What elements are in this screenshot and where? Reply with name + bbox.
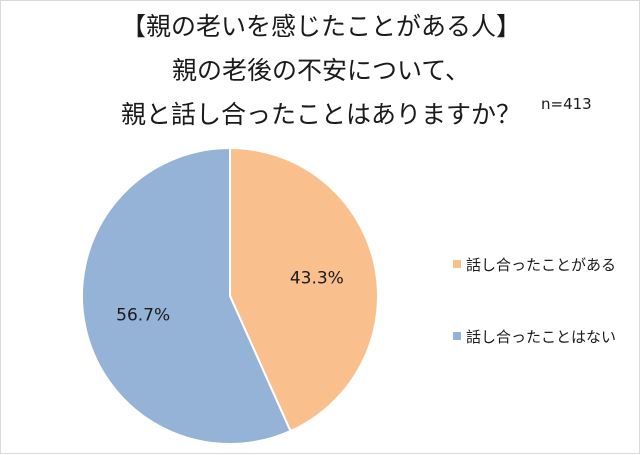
title-line-1: 【親の老いを感じたことがある人】 — [120, 12, 521, 41]
legend-label-discussed: 話し合ったことがある — [466, 255, 617, 274]
title-line-3: 親と話し合ったことはありますか？ — [120, 100, 521, 129]
legend-swatch-discussed — [453, 260, 461, 268]
legend-label-not-discussed: 話し合ったことはない — [466, 327, 617, 346]
sample-size-note: n=413 — [541, 95, 592, 113]
pie-slices: 43.3% 56.7% — [81, 146, 379, 445]
legend: 話し合ったことがある 話し合ったことはない — [453, 253, 616, 397]
title-line-2: 親の老後の不安について、 — [171, 56, 470, 85]
legend-item-not-discussed: 話し合ったことはない — [453, 325, 616, 347]
chart-title: 【親の老いを感じたことがある人】 親の老後の不安について、 親と話し合ったことは… — [1, 5, 640, 137]
slice-discussed — [229, 146, 379, 433]
slice-not-discussed — [81, 146, 292, 445]
legend-item-discussed: 話し合ったことがある — [453, 253, 616, 275]
data-label-discussed: 43.3% — [290, 268, 344, 288]
legend-swatch-not-discussed — [453, 332, 461, 340]
data-label-not-discussed: 56.7% — [116, 306, 170, 326]
